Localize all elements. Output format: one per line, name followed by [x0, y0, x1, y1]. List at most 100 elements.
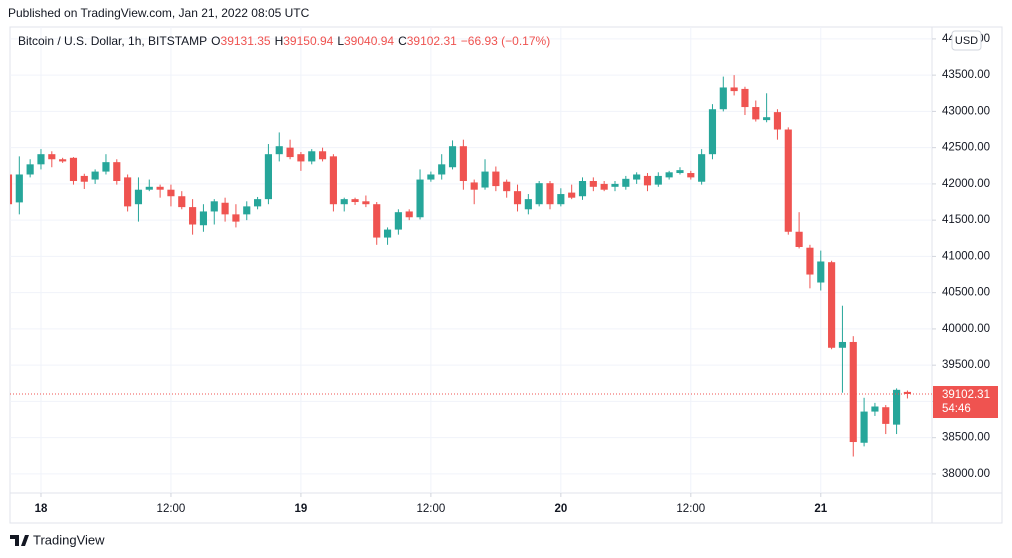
candle-body: [708, 109, 717, 155]
candle-body: [113, 162, 121, 182]
candle-body: [557, 194, 565, 205]
candle-body: [264, 154, 272, 200]
candle-body: [882, 407, 890, 424]
y-tick-label: 40000.00: [942, 323, 990, 335]
candle-body: [383, 229, 392, 238]
y-tick-label: 42500.00: [942, 142, 990, 154]
ohlc-key: H: [275, 34, 284, 48]
y-tick-label: 41000.00: [942, 250, 990, 262]
candle-body: [102, 162, 110, 172]
chart-frame: [9, 26, 1003, 524]
y-tick-label: 42000.00: [942, 178, 990, 190]
candle-body: [795, 231, 803, 247]
candle-body: [37, 154, 45, 165]
candle-body: [210, 201, 218, 212]
candle-body: [59, 159, 67, 162]
y-tick-label: 40500.00: [942, 287, 990, 299]
logo-icon: [10, 535, 29, 546]
candle-body: [730, 87, 738, 92]
candle-body: [817, 261, 825, 283]
candle-body: [741, 88, 749, 108]
ohlc-key: O: [211, 34, 220, 48]
published-note: Published on TradingView.com, Jan 21, 20…: [8, 6, 310, 20]
candle-body: [719, 87, 727, 110]
candle-body: [373, 204, 381, 238]
candles: [10, 75, 932, 457]
x-tick-label: 21: [814, 503, 827, 515]
candle-body: [297, 154, 305, 162]
candle-body: [394, 212, 402, 230]
candle-body: [622, 178, 630, 187]
candle-body: [698, 154, 706, 182]
symbol-title: Bitcoin / U.S. Dollar, 1h, BITSTAMP: [18, 34, 207, 48]
x-tick-label: 12:00: [416, 503, 445, 515]
candle-body: [459, 146, 467, 182]
x-tick-label: 19: [295, 503, 308, 515]
grid: [10, 27, 932, 493]
currency-box[interactable]: [951, 30, 982, 51]
candle-body: [232, 214, 240, 222]
candle-body: [654, 175, 662, 185]
candle-body: [10, 174, 13, 205]
footer-logo: TradingView: [10, 532, 105, 547]
candle-body: [849, 341, 857, 443]
candle-body: [329, 156, 337, 205]
last-price-box: [933, 386, 998, 419]
candle-body: [492, 171, 500, 187]
candle-body: [134, 189, 143, 205]
candle-body: [69, 157, 78, 182]
candle-body: [611, 183, 619, 187]
candle-body: [351, 199, 359, 203]
candle-body: [600, 183, 608, 190]
currency-label[interactable]: USD: [955, 35, 978, 47]
candle-body: [806, 247, 814, 275]
candle-body: [91, 171, 99, 180]
candle-body: [15, 174, 23, 203]
candle-body: [643, 175, 652, 186]
candle-body: [318, 151, 327, 160]
candle-body: [405, 211, 413, 218]
candle-body: [427, 174, 435, 180]
x-tick-label: 20: [554, 503, 567, 515]
change-value: −66.93 (−0.17%): [461, 34, 550, 48]
candle-body: [589, 181, 597, 187]
candle-body: [676, 170, 684, 174]
candle-body: [362, 201, 370, 205]
candle-body: [448, 146, 457, 168]
candle-body: [167, 189, 175, 197]
candle-body: [513, 191, 522, 205]
candle-body: [687, 173, 695, 178]
candle-body: [633, 174, 641, 180]
candle-body: [145, 186, 153, 190]
candle-body: [578, 181, 587, 197]
candle-body: [568, 192, 576, 198]
x-tick-label: 12:00: [676, 503, 705, 515]
candle-body: [752, 107, 760, 120]
y-tick-label: 43500.00: [942, 69, 990, 81]
ohlc-value: 39102.31: [407, 34, 457, 48]
countdown-label: 54:46: [942, 403, 971, 415]
candle-body: [503, 181, 511, 192]
candle-body: [80, 175, 88, 182]
candle-body: [903, 391, 911, 395]
candle-body: [535, 183, 543, 205]
candle-body: [308, 151, 316, 162]
candle-body: [156, 186, 164, 190]
candle-body: [546, 183, 554, 205]
candle-body: [893, 389, 901, 425]
candle-body: [340, 199, 348, 205]
currency-button[interactable]: USD: [951, 30, 982, 51]
y-tick-label: 43000.00: [942, 105, 990, 117]
ohlc-value: 39150.94: [283, 34, 333, 48]
candle-body: [286, 147, 294, 158]
candle-body: [254, 199, 262, 207]
candle-body: [243, 206, 251, 215]
candle-body: [871, 406, 879, 412]
y-tick-label: 39500.00: [942, 359, 990, 371]
candle-body: [773, 112, 782, 130]
legend-header: Bitcoin / U.S. Dollar, 1h, BITSTAMP O3913…: [18, 34, 550, 48]
y-tick-label: 38000.00: [942, 468, 990, 480]
candle-body: [189, 207, 197, 225]
x-tick-label: 18: [35, 503, 48, 515]
ohlc-key: C: [398, 34, 407, 48]
